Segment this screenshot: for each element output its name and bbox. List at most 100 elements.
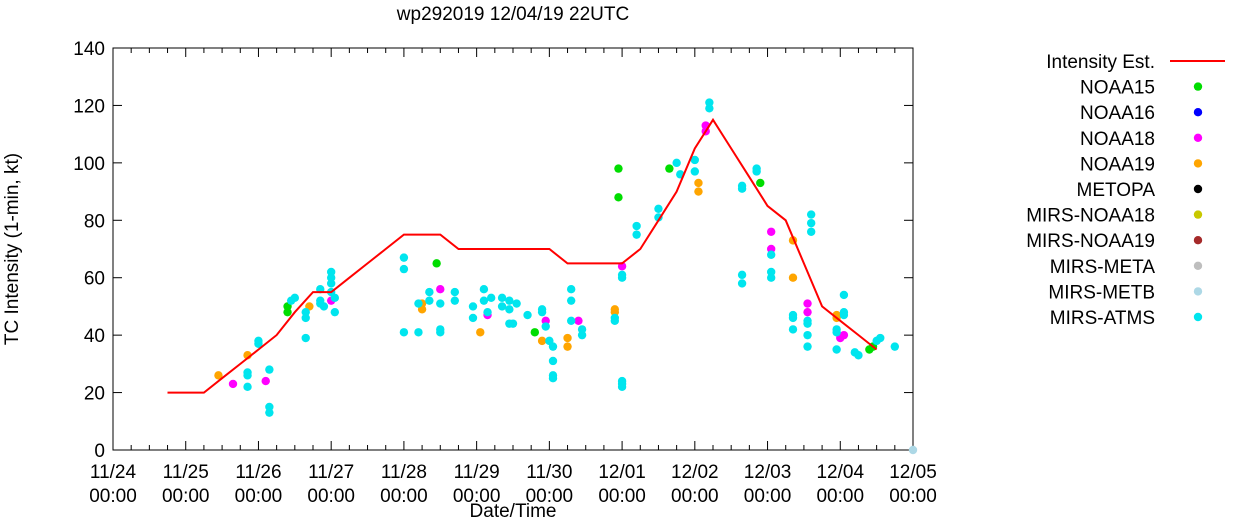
point-noaa19	[476, 328, 485, 337]
legend: Intensity Est. NOAA15 NOAA16 NOAA18 NOAA19 ME…	[1026, 52, 1225, 329]
point-mirs-atms	[788, 325, 798, 334]
point-mirs-atms	[436, 299, 445, 308]
point-mirs-atms	[505, 305, 514, 314]
x-tick-label-time: 00:00	[526, 486, 574, 507]
point-mirs-metb	[908, 445, 918, 455]
x-tick-label-time: 00:00	[380, 486, 428, 507]
legend-label-mirs-metb: MIRS-METB	[1048, 282, 1155, 303]
point-mirs-atms	[566, 296, 576, 305]
point-noaa15	[432, 259, 441, 268]
point-noaa18	[228, 379, 238, 389]
point-mirs-atms	[436, 325, 445, 334]
y-tick-label: 80	[84, 211, 105, 232]
point-noaa15	[283, 307, 292, 317]
point-mirs-atms	[483, 307, 492, 317]
point-mirs-atms	[537, 307, 547, 317]
point-mirs-atms	[737, 270, 747, 280]
point-mirs-atms	[497, 302, 507, 311]
x-tick-label-date: 12/01	[598, 462, 646, 483]
point-noaa18	[766, 244, 776, 254]
point-mirs-atms	[425, 296, 434, 305]
x-tick-label-time: 00:00	[307, 486, 355, 507]
point-mirs-atms	[632, 221, 641, 231]
x-tick-label-date: 11/27	[308, 462, 354, 483]
x-axis: 11/24 00:00 11/25 00:00 11/26 00:00 11/27 00:00…	[89, 48, 937, 507]
x-tick-label-date: 12/04	[816, 462, 864, 483]
point-mirs-atms	[301, 313, 310, 323]
point-mirs-atms	[254, 336, 263, 346]
point-mirs-atms	[577, 330, 587, 340]
point-mirs-atms	[803, 342, 812, 351]
point-noaa19	[537, 336, 547, 346]
point-mirs-atms	[486, 293, 496, 303]
point-noaa19	[694, 187, 703, 196]
point-mirs-atms	[890, 342, 900, 351]
point-mirs-atms	[243, 382, 252, 392]
legend-label-mirs-noaa19: MIRS-NOAA19	[1026, 231, 1155, 252]
x-tick-label-time: 00:00	[598, 486, 646, 507]
point-mirs-atms	[548, 374, 558, 383]
point-mirs-atms	[399, 328, 409, 337]
point-mirs-atms	[690, 167, 700, 176]
x-tick-label-time: 00:00	[235, 486, 283, 507]
legend-label-noaa18: NOAA18	[1080, 129, 1155, 150]
point-mirs-atms	[468, 313, 478, 323]
y-tick-label: 120	[73, 96, 105, 117]
point-mirs-atms	[399, 253, 409, 262]
x-axis-label: Date/Time	[470, 501, 557, 521]
x-tick-label-time: 00:00	[671, 486, 719, 507]
point-mirs-atms	[243, 368, 252, 377]
x-tick-label-time: 00:00	[162, 486, 210, 507]
point-mirs-atms	[654, 204, 663, 213]
legend-swatch-noaa18	[1193, 133, 1203, 142]
point-mirs-atms	[301, 307, 310, 317]
point-noaa15	[614, 164, 623, 173]
point-noaa19	[214, 371, 223, 380]
point-mirs-atms	[479, 296, 489, 305]
point-mirs-atms	[788, 313, 798, 323]
point-mirs-atms	[497, 293, 507, 303]
data-points	[214, 98, 918, 455]
x-tick-label-time: 00:00	[453, 486, 501, 507]
point-noaa18	[803, 307, 812, 317]
point-noaa19	[610, 305, 620, 314]
legend-label-noaa15: NOAA15	[1080, 78, 1155, 99]
x-tick-label-time: 00:00	[889, 486, 937, 507]
point-mirs-atms	[766, 250, 776, 259]
point-mirs-atms	[508, 319, 518, 328]
y-tick-label: 60	[84, 269, 105, 290]
legend-swatch-metopa	[1193, 184, 1203, 194]
point-mirs-atms	[876, 333, 885, 343]
point-mirs-atms	[414, 299, 423, 308]
point-mirs-atms	[839, 290, 849, 300]
point-mirs-atms	[617, 382, 627, 392]
point-noaa18	[541, 316, 550, 325]
point-mirs-atms	[319, 302, 329, 311]
point-noaa18	[261, 376, 270, 386]
intensity-est-line	[167, 117, 878, 394]
point-mirs-atms	[505, 296, 514, 305]
point-mirs-atms	[541, 322, 550, 331]
point-noaa15	[665, 164, 674, 173]
legend-label-mirs-atms: MIRS-ATMS	[1050, 308, 1155, 329]
point-mirs-atms	[766, 267, 776, 277]
point-mirs-atms	[705, 104, 714, 113]
point-mirs-atms	[806, 210, 816, 219]
point-noaa15	[530, 328, 540, 337]
x-tick-label-date: 11/28	[381, 462, 427, 483]
legend-swatch-mirs-noaa18	[1193, 210, 1203, 219]
point-mirs-atms	[265, 402, 274, 412]
point-mirs-atms	[839, 310, 849, 320]
x-tick-label-date: 11/29	[454, 462, 500, 483]
x-tick-label-date: 12/05	[889, 462, 937, 483]
point-mirs-atms	[265, 365, 274, 374]
x-tick-label-date: 11/25	[163, 462, 209, 483]
legend-label-intensity-est: Intensity Est.	[1046, 52, 1155, 73]
point-mirs-atms	[290, 293, 300, 303]
x-tick-label-date: 11/24	[90, 462, 137, 483]
point-mirs-atms	[548, 342, 558, 351]
x-tick-label-time: 00:00	[744, 486, 792, 507]
legend-swatch-noaa16	[1193, 108, 1203, 117]
point-mirs-atms	[450, 296, 460, 305]
